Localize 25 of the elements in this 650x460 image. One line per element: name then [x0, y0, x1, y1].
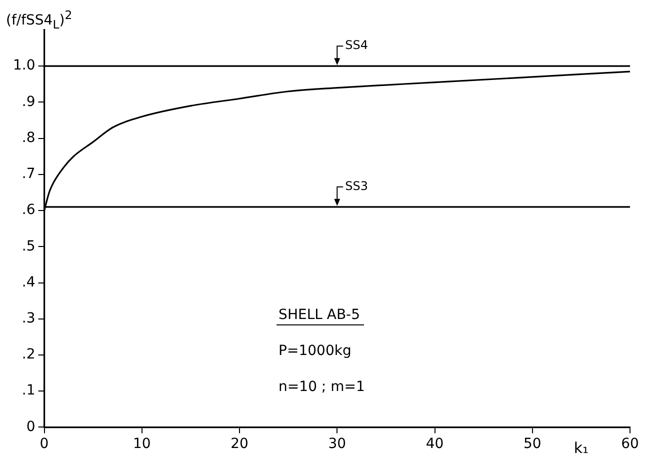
y-tick-label: .6: [22, 202, 36, 218]
y-tick-label: .9: [22, 94, 36, 110]
x-tick-label: 30: [328, 436, 346, 452]
x-tick-label: 0: [40, 436, 49, 452]
x-tick-label: 10: [132, 436, 151, 452]
y-tick-label: .3: [22, 310, 36, 327]
x-tick-label: 60: [621, 436, 639, 452]
y-tick-label: .2: [22, 346, 36, 363]
ref-line-label: SS3: [345, 179, 368, 194]
annotation: n=10 ; m=1: [278, 378, 365, 395]
x-tick-label: 20: [230, 436, 248, 452]
y-tick-label: .8: [22, 130, 36, 146]
y-tick-label: 1.0: [13, 58, 36, 74]
x-tick-label: 50: [523, 436, 542, 452]
x-axis-title: k₁: [574, 439, 589, 458]
y-axis-title: (f/fSS4$_{L}$)$^{2}$: [6, 8, 72, 32]
y-tick-label: .4: [22, 274, 36, 290]
y-tick-label: 0: [26, 418, 36, 435]
ref-line-label: SS4: [345, 38, 368, 52]
annotation: P=1000kg: [278, 342, 352, 359]
x-tick-label: 40: [426, 436, 444, 452]
y-tick-label: .7: [22, 166, 36, 182]
y-tick-label: .5: [22, 238, 36, 254]
annotation: SHELL AB-5: [278, 306, 360, 323]
y-tick-label: .1: [22, 382, 36, 399]
